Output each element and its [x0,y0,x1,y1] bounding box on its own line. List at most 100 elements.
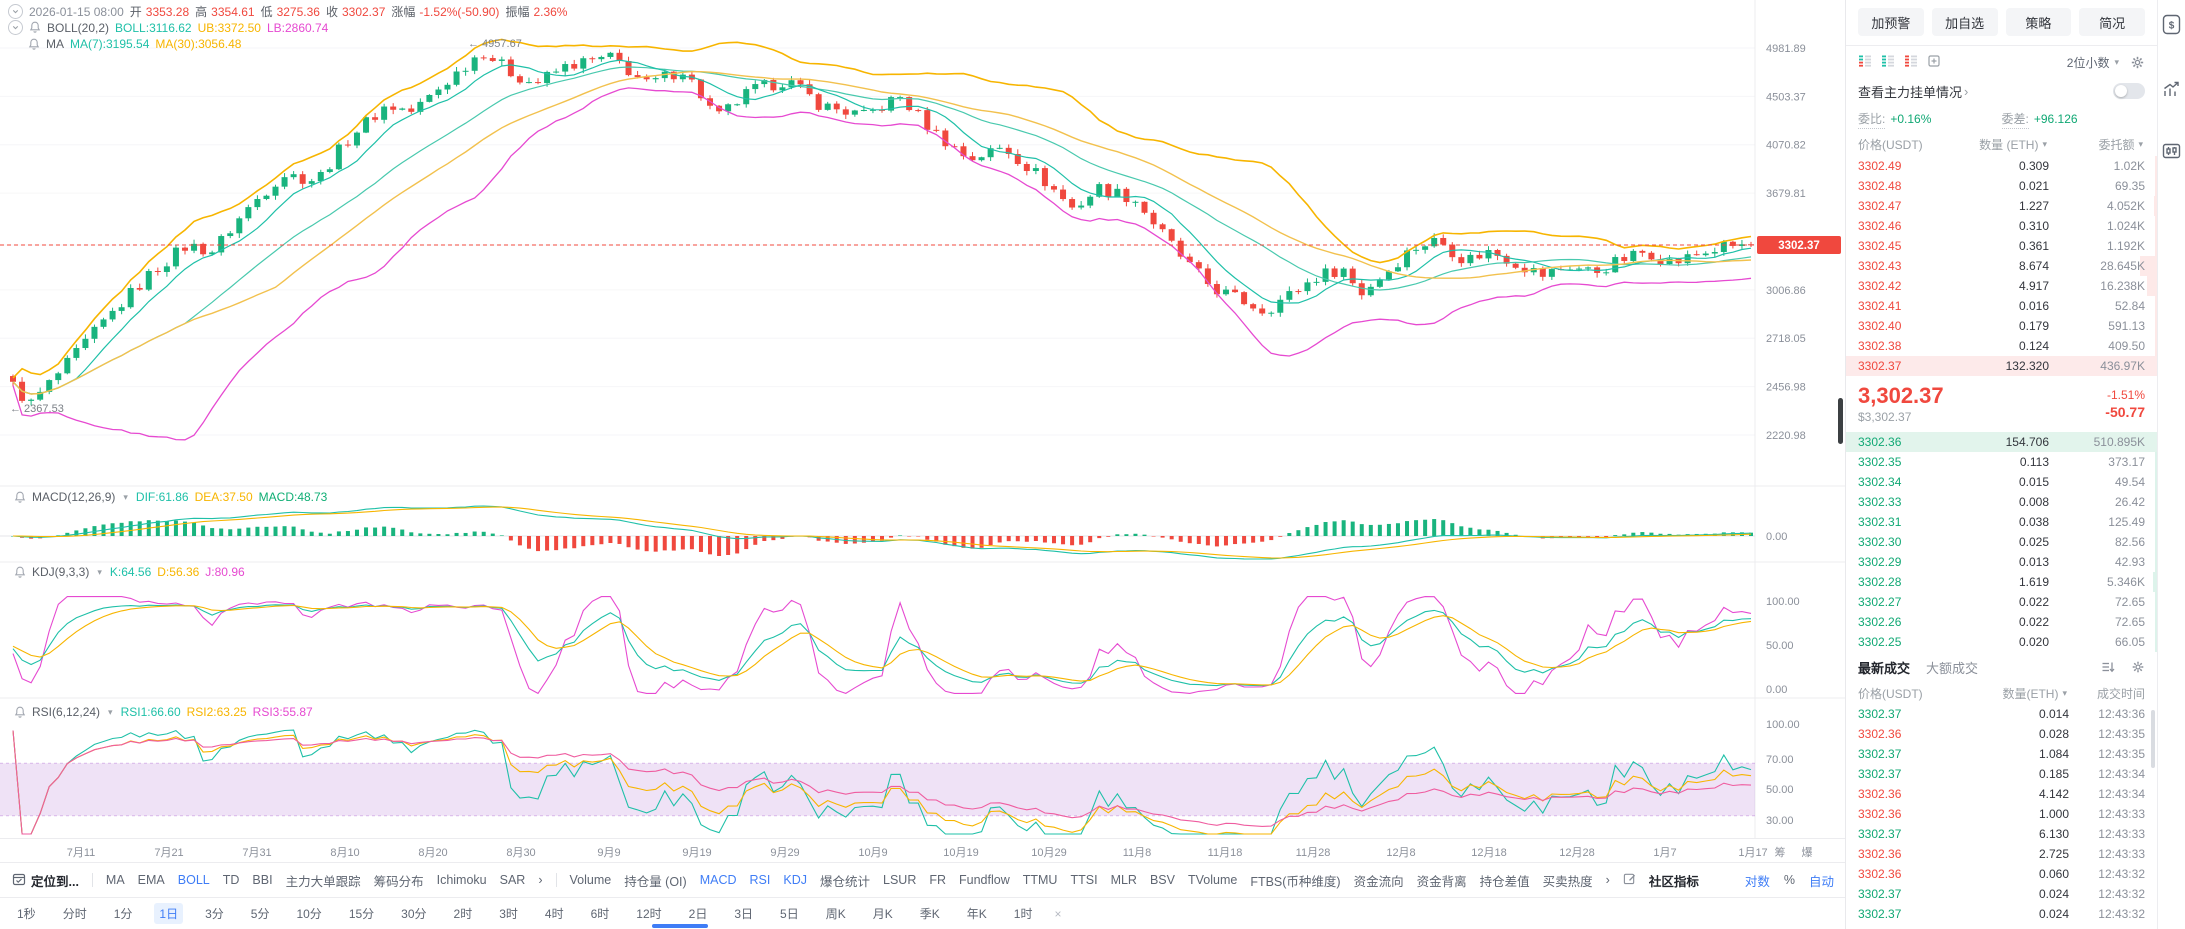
panel-button-加预警[interactable]: 加预警 [1858,8,1924,36]
trade-row[interactable]: 3302.37 0.024 12:43:32 [1846,884,2157,904]
indicator-item[interactable]: BSV [1149,873,1175,887]
main-orders-link[interactable]: 查看主力挂单情况 › [1846,76,2157,106]
indicator-item[interactable]: MLR [1110,873,1137,887]
indicator-item[interactable]: KDJ [783,873,807,887]
indicator-item[interactable]: 资金背离 [1416,874,1467,889]
trade-row[interactable]: 3302.36 0.028 12:43:35 [1846,724,2157,744]
orderbook-ask-row[interactable]: 3302.45 0.361 1.192K [1846,236,2157,256]
bell-icon[interactable] [14,706,26,719]
indicator-item[interactable]: 持仓差值 [1479,874,1530,889]
collapse-icon[interactable] [8,20,23,35]
amount-header[interactable]: 委托额 ▾ [2098,137,2143,152]
trade-row[interactable]: 3302.37 1.084 12:43:35 [1846,744,2157,764]
indicator-item[interactable]: MACD [699,873,737,887]
orderbook-ask-row[interactable]: 3302.48 0.021 69.35 [1846,176,2157,196]
time-sort-icon[interactable] [2101,660,2115,674]
chevron-down-icon[interactable]: ▾ [97,566,102,577]
indicator-item[interactable]: EMA [137,873,165,887]
bell-icon[interactable] [29,21,41,34]
tab-large-trades[interactable]: 大额成交 [1926,660,1979,676]
timeframe-2日[interactable]: 2日 [688,907,708,921]
kline-board-icon[interactable] [2162,142,2181,166]
community-indicators[interactable]: 社区指标 [1648,874,1699,889]
combined-book-icon[interactable] [1858,54,1872,71]
orderbook-ask-row[interactable]: 3302.43 8.674 28.645K [1846,256,2157,276]
timeframe-1时[interactable]: 1时 [1013,907,1033,921]
indicator-item[interactable]: 爆仓统计 [819,874,870,889]
bell-icon[interactable] [14,566,26,579]
indicator-item[interactable]: 主力大单跟踪 [285,874,361,889]
indicator-item[interactable]: MA [105,873,125,887]
orderbook-bid-row[interactable]: 3302.27 0.022 72.65 [1846,592,2157,612]
orderbook-ask-row[interactable]: 3302.47 1.227 4.052K [1846,196,2157,216]
orderbook-bid-row[interactable]: 3302.36 154.706 510.895K [1846,432,2157,452]
bell-icon[interactable] [28,38,40,51]
orderbook-ask-row[interactable]: 3302.37 132.320 436.97K [1846,356,2157,376]
trade-qty-header[interactable]: 数量(ETH) ▾ [2002,686,2067,701]
indicator-item[interactable]: FTBS(币种维度) [1250,874,1341,889]
timeframe-1日[interactable]: 1日 [154,903,184,924]
timeframe-6时[interactable]: 6时 [590,907,610,921]
indicator-item[interactable]: 持仓量 (OI) [624,874,687,889]
decimals-select[interactable]: 2位小数 ▾ [2066,55,2119,70]
indicator-item[interactable]: Fundflow [959,873,1010,887]
indicator-item[interactable]: 筹码分布 [373,874,424,889]
asks-only-icon[interactable] [1881,54,1895,71]
timeframe-1秒[interactable]: 1秒 [17,907,36,921]
timeframe-4时[interactable]: 4时 [544,907,564,921]
timeframe-年K[interactable]: 年K [966,907,987,921]
axis-setting-自动[interactable]: 自动 [1808,874,1834,889]
timeframe-3日[interactable]: 3日 [734,907,754,921]
orderbook-bid-row[interactable]: 3302.25 0.020 66.05 [1846,632,2157,652]
trades-scrollbar[interactable] [2151,710,2155,768]
timeframe-3时[interactable]: 3时 [499,907,518,921]
indicator-item[interactable]: Volume [569,873,612,887]
indicator-item[interactable]: BOLL [177,873,210,887]
timeframe-10分[interactable]: 10分 [296,907,322,921]
indicator-item[interactable]: TVolume [1187,873,1238,887]
orderbook-bid-row[interactable]: 3302.34 0.015 49.54 [1846,472,2157,492]
custom-layout-icon[interactable] [1927,54,1941,71]
candlestick-chart[interactable]: 4981.89 4503.37 4070.82 3679.81 3006.86 2718.… [0,0,1845,838]
timeframe-5分[interactable]: 5分 [250,907,270,921]
bell-icon[interactable] [14,491,26,504]
horizontal-scrollbar[interactable] [652,924,708,928]
trade-row[interactable]: 3302.36 0.060 12:43:32 [1846,864,2157,884]
bids-only-icon[interactable] [1904,54,1918,71]
indicator-item[interactable]: RSI [749,873,771,887]
orderbook-ask-row[interactable]: 3302.46 0.310 1.024K [1846,216,2157,236]
trade-row[interactable]: 3302.37 6.130 12:43:33 [1846,824,2157,844]
trade-row[interactable]: 3302.37 0.024 12:43:32 [1846,904,2157,924]
indicator-item[interactable]: › [538,873,543,887]
timeframe-5日[interactable]: 5日 [780,907,799,921]
axis-setting-对数[interactable]: 对数 [1744,874,1770,889]
edit-icon[interactable] [1623,872,1636,888]
gear-icon[interactable] [2130,55,2145,70]
orderbook-bid-row[interactable]: 3302.33 0.008 26.42 [1846,492,2157,512]
locate-button[interactable]: 定位到... [12,871,79,890]
orderbook-bid-row[interactable]: 3302.30 0.025 82.56 [1846,532,2157,552]
axis-setting-%[interactable]: % [1783,873,1795,887]
timeframe-2时[interactable]: 2时 [453,907,473,921]
orderbook-bid-row[interactable]: 3302.31 0.038 125.49 [1846,512,2157,532]
axis-shortcut-burst[interactable]: 爆 [1801,847,1813,859]
chevron-down-icon[interactable]: ▾ [108,706,113,717]
chevron-down-icon[interactable]: ▾ [123,491,128,502]
gear-icon[interactable] [2131,660,2145,674]
indicator-item[interactable]: TD [222,873,240,887]
orderbook-bid-row[interactable]: 3302.26 0.022 72.65 [1846,612,2157,632]
indicator-item[interactable]: Ichimoku [436,873,487,887]
orderbook-bid-row[interactable]: 3302.35 0.113 373.17 [1846,452,2157,472]
timeframe-月K[interactable]: 月K [872,907,893,921]
orderbook-ask-row[interactable]: 3302.49 0.309 1.02K [1846,156,2157,176]
indicator-item[interactable]: › [1605,873,1610,887]
timeframe-12时[interactable]: 12时 [636,907,662,921]
trade-row[interactable]: 3302.36 4.142 12:43:34 [1846,784,2157,804]
timeframe-30分[interactable]: 30分 [401,907,427,921]
indicator-item[interactable]: 买卖热度 [1542,874,1593,889]
indicator-item[interactable]: TTSI [1070,873,1098,887]
timeframe-15分[interactable]: 15分 [348,907,375,921]
indicator-item[interactable]: SAR [499,873,526,887]
timeframe-分时[interactable]: 分时 [62,907,87,921]
tab-latest-trades[interactable]: 最新成交 [1858,660,1911,676]
